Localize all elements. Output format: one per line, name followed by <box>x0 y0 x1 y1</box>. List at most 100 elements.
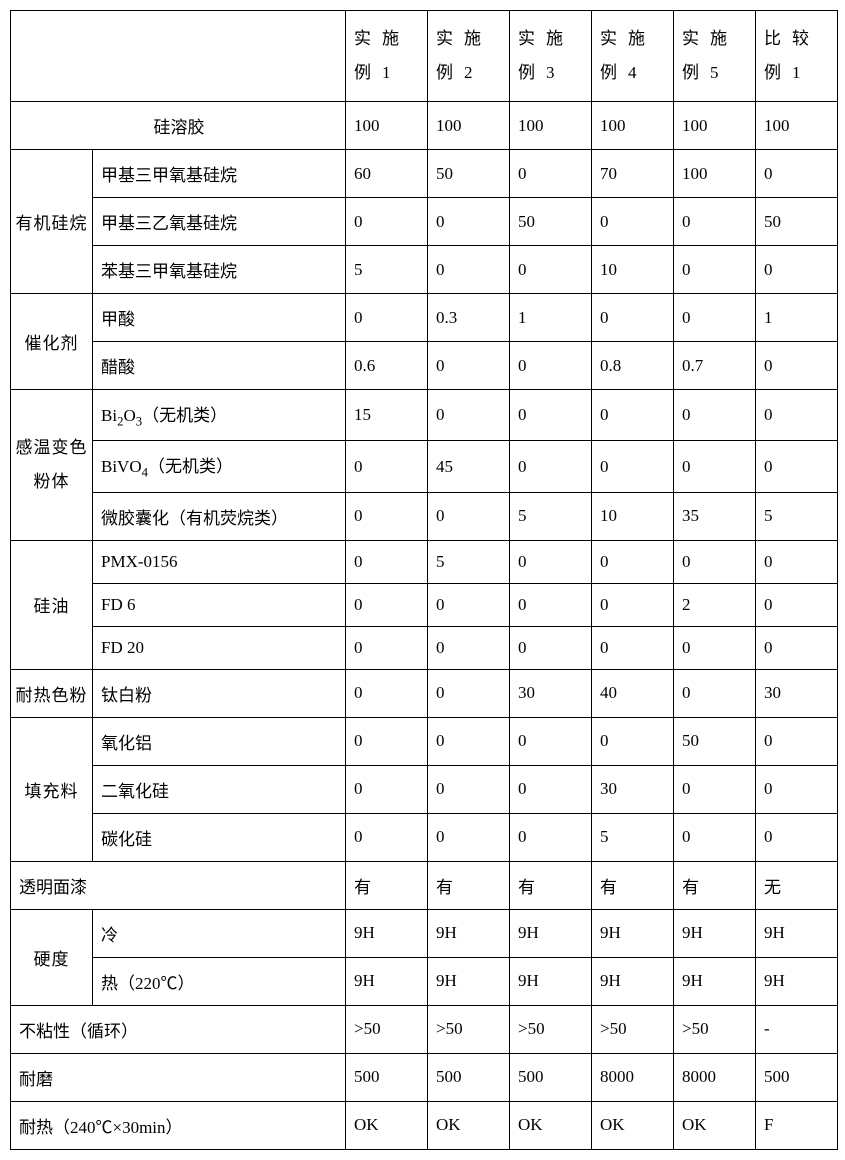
sublabel: FD 6 <box>93 583 346 626</box>
cell: 0 <box>592 294 674 342</box>
cell: 0 <box>510 342 592 390</box>
cell: 10 <box>592 492 674 540</box>
cell: 0 <box>674 294 756 342</box>
cell: 0 <box>346 583 428 626</box>
cell: 8000 <box>592 1053 674 1101</box>
cell: - <box>756 1005 838 1053</box>
cell: 0 <box>756 342 838 390</box>
cell: 0 <box>510 246 592 294</box>
cell: 9H <box>756 909 838 957</box>
cell: 0 <box>346 669 428 717</box>
cell: 9H <box>346 957 428 1005</box>
cell: 0 <box>674 765 756 813</box>
cell: 5 <box>592 813 674 861</box>
row-filler-c: 碳化硅 0 0 0 5 0 0 <box>11 813 838 861</box>
cell: 0 <box>674 626 756 669</box>
label-organosilane: 有机硅烷 <box>11 150 93 294</box>
cell: 5 <box>428 540 510 583</box>
cell: 0 <box>428 492 510 540</box>
cell: 9H <box>674 957 756 1005</box>
sublabel: 钛白粉 <box>93 669 346 717</box>
cell: 9H <box>428 909 510 957</box>
cell: 0 <box>428 342 510 390</box>
cell: 有 <box>428 861 510 909</box>
cell: 0 <box>592 390 674 441</box>
cell: 0 <box>592 441 674 492</box>
cell: 500 <box>428 1053 510 1101</box>
cell: 0 <box>346 765 428 813</box>
col-h-5: 实施例5 <box>674 11 756 102</box>
cell: 500 <box>510 1053 592 1101</box>
cell: 0 <box>346 492 428 540</box>
header-row: 实施例1 实施例2 实施例3 实施例4 实施例5 比较例1 <box>11 11 838 102</box>
cell: 5 <box>756 492 838 540</box>
cell: 100 <box>756 102 838 150</box>
sublabel-bi2o3: Bi2O3（无机类） <box>93 390 346 441</box>
cell: 0 <box>428 717 510 765</box>
cell: 0 <box>756 717 838 765</box>
sublabel: 二氧化硅 <box>93 765 346 813</box>
cell: 8000 <box>674 1053 756 1101</box>
cell: 9H <box>592 957 674 1005</box>
cell: 100 <box>510 102 592 150</box>
cell: 60 <box>346 150 428 198</box>
cell: 0 <box>674 441 756 492</box>
sublabel: 醋酸 <box>93 342 346 390</box>
cell: 9H <box>592 909 674 957</box>
row-cat-b: 醋酸 0.6 0 0 0.8 0.7 0 <box>11 342 838 390</box>
cell: 0 <box>346 441 428 492</box>
cell: 0 <box>346 813 428 861</box>
cell: 0 <box>510 626 592 669</box>
cell: 0 <box>428 583 510 626</box>
cell: 50 <box>428 150 510 198</box>
label-filler: 填充料 <box>11 717 93 861</box>
cell: 0 <box>510 765 592 813</box>
label-thermochromic: 感温变色粉体 <box>11 390 93 541</box>
cell: 5 <box>346 246 428 294</box>
header-blank <box>11 11 346 102</box>
sublabel: PMX-0156 <box>93 540 346 583</box>
row-thermo-b: BiVO4（无机类） 0 45 0 0 0 0 <box>11 441 838 492</box>
cell: OK <box>510 1101 592 1149</box>
cell: 0 <box>510 441 592 492</box>
cell: 40 <box>592 669 674 717</box>
cell: 0.7 <box>674 342 756 390</box>
cell: 1 <box>756 294 838 342</box>
cell: 0 <box>510 540 592 583</box>
row-oil-a: 硅油 PMX-0156 0 5 0 0 0 0 <box>11 540 838 583</box>
cell: 0 <box>346 626 428 669</box>
row-heat-resist: 耐热（240℃×30min） OK OK OK OK OK F <box>11 1101 838 1149</box>
sublabel: 苯基三甲氧基硅烷 <box>93 246 346 294</box>
cell: 0 <box>346 198 428 246</box>
cell: >50 <box>674 1005 756 1053</box>
cell: 0 <box>428 390 510 441</box>
cell: 10 <box>592 246 674 294</box>
row-filler-b: 二氧化硅 0 0 0 30 0 0 <box>11 765 838 813</box>
cell: 9H <box>756 957 838 1005</box>
cell: OK <box>674 1101 756 1149</box>
label-nonstick: 不粘性（循环） <box>11 1005 346 1053</box>
cell: 0 <box>510 150 592 198</box>
cell: 0 <box>756 150 838 198</box>
cell: 0 <box>592 626 674 669</box>
cell: 9H <box>428 957 510 1005</box>
cell: 0 <box>592 198 674 246</box>
cell: 0 <box>674 246 756 294</box>
cell: 100 <box>346 102 428 150</box>
row-abrasion: 耐磨 500 500 500 8000 8000 500 <box>11 1053 838 1101</box>
row-topcoat: 透明面漆 有 有 有 有 有 无 <box>11 861 838 909</box>
label-hardness: 硬度 <box>11 909 93 1005</box>
cell: 有 <box>674 861 756 909</box>
cell: 0 <box>674 198 756 246</box>
cell: 500 <box>346 1053 428 1101</box>
row-silane-a: 有机硅烷 甲基三甲氧基硅烷 60 50 0 70 100 0 <box>11 150 838 198</box>
cell: 0 <box>756 246 838 294</box>
cell: 100 <box>674 102 756 150</box>
cell: 9H <box>674 909 756 957</box>
cell: 有 <box>510 861 592 909</box>
cell: 0 <box>674 390 756 441</box>
cell: 0 <box>510 813 592 861</box>
col-h-2: 实施例2 <box>428 11 510 102</box>
row-silica-sol: 硅溶胶 100 100 100 100 100 100 <box>11 102 838 150</box>
cell: 0 <box>756 626 838 669</box>
